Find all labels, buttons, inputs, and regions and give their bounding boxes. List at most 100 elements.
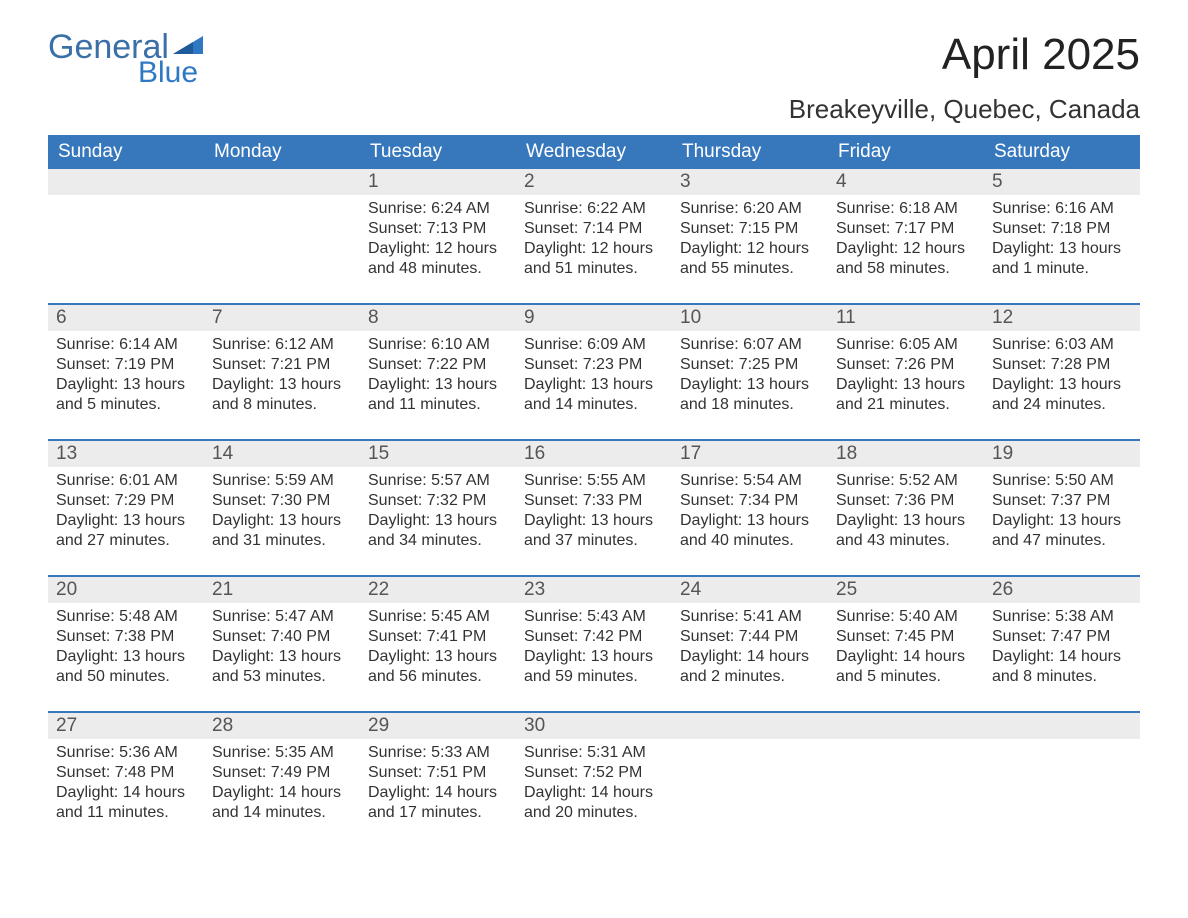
- sunrise-line: Sunrise: 6:22 AM: [524, 199, 664, 219]
- calendar-cell: 7Sunrise: 6:12 AMSunset: 7:21 PMDaylight…: [204, 305, 360, 425]
- day-number: [204, 169, 360, 195]
- day-details: Sunrise: 5:54 AMSunset: 7:34 PMDaylight:…: [672, 467, 828, 551]
- calendar-cell: 4Sunrise: 6:18 AMSunset: 7:17 PMDaylight…: [828, 169, 984, 289]
- daylight-line: Daylight: 14 hours and 5 minutes.: [836, 647, 976, 687]
- brand-logo: General Blue: [48, 30, 205, 88]
- calendar-cell: [828, 713, 984, 833]
- sunrise-line: Sunrise: 6:12 AM: [212, 335, 352, 355]
- daylight-line: Daylight: 13 hours and 47 minutes.: [992, 511, 1132, 551]
- calendar-cell: 2Sunrise: 6:22 AMSunset: 7:14 PMDaylight…: [516, 169, 672, 289]
- day-number: 17: [672, 441, 828, 467]
- calendar-cell: 14Sunrise: 5:59 AMSunset: 7:30 PMDayligh…: [204, 441, 360, 561]
- day-number: 11: [828, 305, 984, 331]
- sunrise-line: Sunrise: 6:07 AM: [680, 335, 820, 355]
- day-number: 20: [48, 577, 204, 603]
- day-number: 28: [204, 713, 360, 739]
- sunrise-line: Sunrise: 5:47 AM: [212, 607, 352, 627]
- day-number: 26: [984, 577, 1140, 603]
- sunset-line: Sunset: 7:15 PM: [680, 219, 820, 239]
- weekday-header-row: Sunday Monday Tuesday Wednesday Thursday…: [48, 135, 1140, 169]
- daylight-line: Daylight: 13 hours and 50 minutes.: [56, 647, 196, 687]
- sunset-line: Sunset: 7:37 PM: [992, 491, 1132, 511]
- day-number: 27: [48, 713, 204, 739]
- location-subtitle: Breakeyville, Quebec, Canada: [789, 94, 1140, 125]
- daylight-line: Daylight: 14 hours and 2 minutes.: [680, 647, 820, 687]
- daylight-line: Daylight: 13 hours and 11 minutes.: [368, 375, 508, 415]
- daylight-line: Daylight: 14 hours and 14 minutes.: [212, 783, 352, 823]
- calendar-week: 27Sunrise: 5:36 AMSunset: 7:48 PMDayligh…: [48, 711, 1140, 833]
- title-block: April 2025 Breakeyville, Quebec, Canada: [789, 30, 1140, 125]
- daylight-line: Daylight: 13 hours and 24 minutes.: [992, 375, 1132, 415]
- sunset-line: Sunset: 7:33 PM: [524, 491, 664, 511]
- calendar-week: 20Sunrise: 5:48 AMSunset: 7:38 PMDayligh…: [48, 575, 1140, 697]
- sunset-line: Sunset: 7:29 PM: [56, 491, 196, 511]
- sunrise-line: Sunrise: 5:55 AM: [524, 471, 664, 491]
- sunset-line: Sunset: 7:51 PM: [368, 763, 508, 783]
- weekday-header: Monday: [204, 135, 360, 169]
- day-details: Sunrise: 6:14 AMSunset: 7:19 PMDaylight:…: [48, 331, 204, 415]
- day-details: Sunrise: 6:01 AMSunset: 7:29 PMDaylight:…: [48, 467, 204, 551]
- calendar-cell: 6Sunrise: 6:14 AMSunset: 7:19 PMDaylight…: [48, 305, 204, 425]
- daylight-line: Daylight: 12 hours and 55 minutes.: [680, 239, 820, 279]
- calendar-cell: 30Sunrise: 5:31 AMSunset: 7:52 PMDayligh…: [516, 713, 672, 833]
- day-number: 18: [828, 441, 984, 467]
- day-number: 13: [48, 441, 204, 467]
- calendar-week: 1Sunrise: 6:24 AMSunset: 7:13 PMDaylight…: [48, 169, 1140, 289]
- brand-word-2: Blue: [138, 58, 205, 88]
- daylight-line: Daylight: 13 hours and 21 minutes.: [836, 375, 976, 415]
- calendar-cell: 25Sunrise: 5:40 AMSunset: 7:45 PMDayligh…: [828, 577, 984, 697]
- daylight-line: Daylight: 13 hours and 14 minutes.: [524, 375, 664, 415]
- daylight-line: Daylight: 13 hours and 27 minutes.: [56, 511, 196, 551]
- sunrise-line: Sunrise: 5:41 AM: [680, 607, 820, 627]
- calendar-cell: 3Sunrise: 6:20 AMSunset: 7:15 PMDaylight…: [672, 169, 828, 289]
- daylight-line: Daylight: 13 hours and 56 minutes.: [368, 647, 508, 687]
- weekday-header: Tuesday: [360, 135, 516, 169]
- sunset-line: Sunset: 7:42 PM: [524, 627, 664, 647]
- weekday-header: Thursday: [672, 135, 828, 169]
- daylight-line: Daylight: 13 hours and 18 minutes.: [680, 375, 820, 415]
- sunset-line: Sunset: 7:26 PM: [836, 355, 976, 375]
- month-title: April 2025: [789, 30, 1140, 80]
- day-number: 16: [516, 441, 672, 467]
- day-number: 7: [204, 305, 360, 331]
- sunset-line: Sunset: 7:14 PM: [524, 219, 664, 239]
- sunset-line: Sunset: 7:41 PM: [368, 627, 508, 647]
- daylight-line: Daylight: 13 hours and 53 minutes.: [212, 647, 352, 687]
- day-number: [672, 713, 828, 739]
- sunrise-line: Sunrise: 6:14 AM: [56, 335, 196, 355]
- day-number: 30: [516, 713, 672, 739]
- daylight-line: Daylight: 13 hours and 59 minutes.: [524, 647, 664, 687]
- sunset-line: Sunset: 7:49 PM: [212, 763, 352, 783]
- sunrise-line: Sunrise: 5:38 AM: [992, 607, 1132, 627]
- day-number: 15: [360, 441, 516, 467]
- daylight-line: Daylight: 12 hours and 58 minutes.: [836, 239, 976, 279]
- day-details: Sunrise: 5:50 AMSunset: 7:37 PMDaylight:…: [984, 467, 1140, 551]
- sunset-line: Sunset: 7:34 PM: [680, 491, 820, 511]
- sunrise-line: Sunrise: 5:33 AM: [368, 743, 508, 763]
- sunset-line: Sunset: 7:30 PM: [212, 491, 352, 511]
- day-details: Sunrise: 6:22 AMSunset: 7:14 PMDaylight:…: [516, 195, 672, 279]
- daylight-line: Daylight: 13 hours and 31 minutes.: [212, 511, 352, 551]
- sunset-line: Sunset: 7:18 PM: [992, 219, 1132, 239]
- day-details: Sunrise: 5:33 AMSunset: 7:51 PMDaylight:…: [360, 739, 516, 823]
- sunrise-line: Sunrise: 5:35 AM: [212, 743, 352, 763]
- sunrise-line: Sunrise: 5:54 AM: [680, 471, 820, 491]
- sunrise-line: Sunrise: 5:36 AM: [56, 743, 196, 763]
- calendar-week: 13Sunrise: 6:01 AMSunset: 7:29 PMDayligh…: [48, 439, 1140, 561]
- weeks-container: 1Sunrise: 6:24 AMSunset: 7:13 PMDaylight…: [48, 169, 1140, 833]
- calendar-cell: 24Sunrise: 5:41 AMSunset: 7:44 PMDayligh…: [672, 577, 828, 697]
- sunset-line: Sunset: 7:28 PM: [992, 355, 1132, 375]
- sunset-line: Sunset: 7:19 PM: [56, 355, 196, 375]
- day-details: Sunrise: 5:43 AMSunset: 7:42 PMDaylight:…: [516, 603, 672, 687]
- daylight-line: Daylight: 12 hours and 48 minutes.: [368, 239, 508, 279]
- sunrise-line: Sunrise: 6:09 AM: [524, 335, 664, 355]
- calendar-cell: [48, 169, 204, 289]
- day-number: 9: [516, 305, 672, 331]
- calendar-cell: 15Sunrise: 5:57 AMSunset: 7:32 PMDayligh…: [360, 441, 516, 561]
- calendar-cell: 29Sunrise: 5:33 AMSunset: 7:51 PMDayligh…: [360, 713, 516, 833]
- day-details: Sunrise: 6:09 AMSunset: 7:23 PMDaylight:…: [516, 331, 672, 415]
- calendar-cell: 21Sunrise: 5:47 AMSunset: 7:40 PMDayligh…: [204, 577, 360, 697]
- sunset-line: Sunset: 7:52 PM: [524, 763, 664, 783]
- day-number: 3: [672, 169, 828, 195]
- day-details: Sunrise: 5:57 AMSunset: 7:32 PMDaylight:…: [360, 467, 516, 551]
